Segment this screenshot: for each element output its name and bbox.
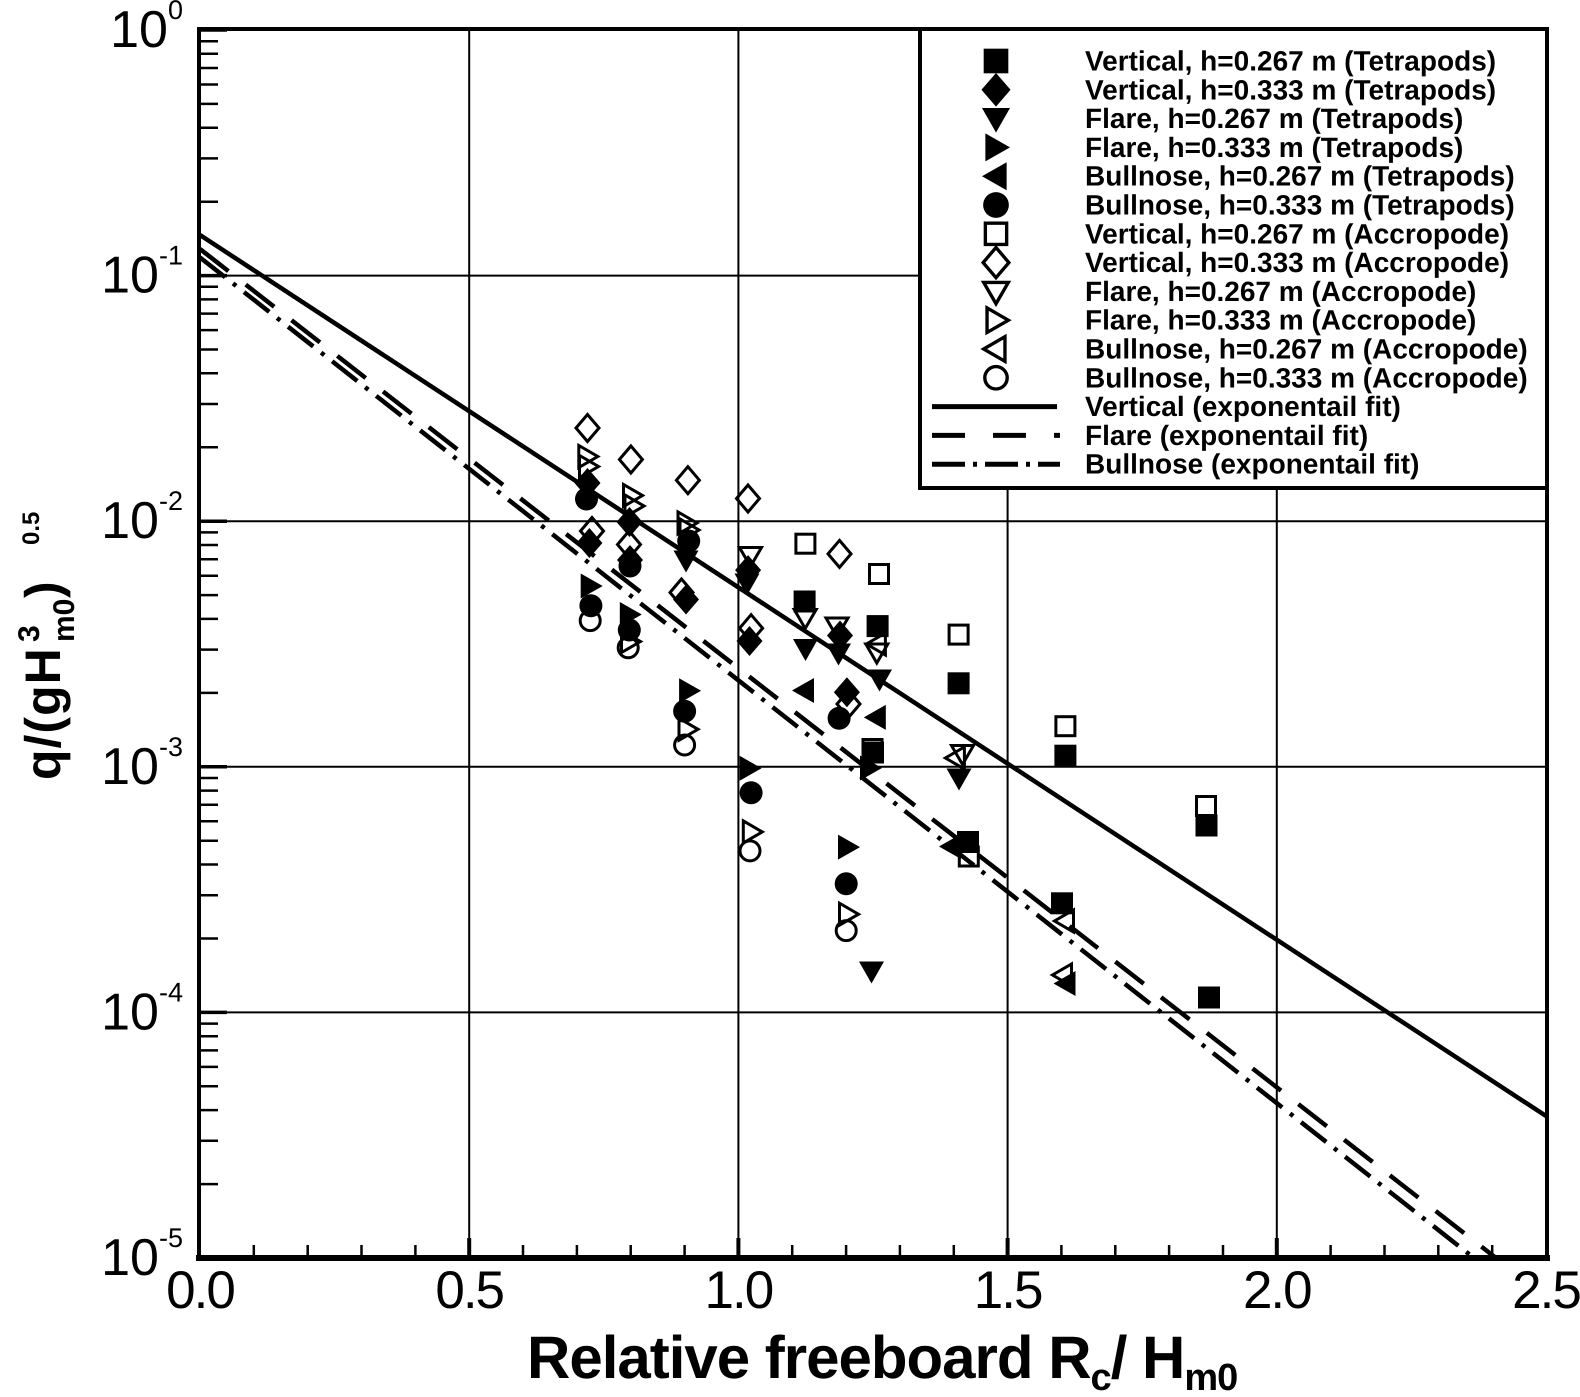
- svg-text:10-4: 10-4: [101, 977, 183, 1041]
- svg-text:1.0: 1.0: [705, 1261, 773, 1320]
- svg-text:Bullnose, h=0.267 m (Tetrapods: Bullnose, h=0.267 m (Tetrapods): [1085, 161, 1515, 192]
- svg-text:10-5: 10-5: [101, 1223, 183, 1287]
- svg-text:m0: m0: [48, 599, 81, 642]
- svg-text:Vertical, h=0.267 m (Tetrapods: Vertical, h=0.267 m (Tetrapods): [1085, 46, 1496, 77]
- svg-text:0.5: 0.5: [435, 1261, 503, 1320]
- svg-text:Flare, h=0.267 m (Tetrapods): Flare, h=0.267 m (Tetrapods): [1085, 103, 1463, 134]
- svg-text:Flare, h=0.333 m (Tetrapods): Flare, h=0.333 m (Tetrapods): [1085, 132, 1463, 163]
- svg-text:Flare, h=0.267 m (Accropode): Flare, h=0.267 m (Accropode): [1085, 276, 1476, 307]
- svg-text:Vertical, h=0.267 m (Accropode: Vertical, h=0.267 m (Accropode): [1085, 218, 1509, 249]
- svg-text:10-2: 10-2: [101, 486, 183, 550]
- svg-text:Vertical (exponentail fit): Vertical (exponentail fit): [1085, 391, 1401, 422]
- svg-text:Bullnose (exponentail fit): Bullnose (exponentail fit): [1085, 449, 1419, 480]
- svg-text:2.0: 2.0: [1243, 1261, 1311, 1320]
- svg-text:Bullnose, h=0.333 m (Accropode: Bullnose, h=0.333 m (Accropode): [1085, 362, 1528, 393]
- svg-text:10-3: 10-3: [101, 732, 183, 796]
- svg-text:q/(gH: q/(gH: [15, 647, 71, 780]
- svg-text:): ): [15, 581, 71, 598]
- svg-text:Vertical, h=0.333 m (Accropode: Vertical, h=0.333 m (Accropode): [1085, 247, 1509, 278]
- svg-text:1.5: 1.5: [974, 1261, 1042, 1320]
- svg-text:Flare, h=0.333 m (Accropode): Flare, h=0.333 m (Accropode): [1085, 305, 1476, 336]
- svg-text:2.5: 2.5: [1512, 1261, 1580, 1320]
- svg-text:Bullnose, h=0.333 m (Tetrapods: Bullnose, h=0.333 m (Tetrapods): [1085, 190, 1515, 221]
- svg-text:0.5: 0.5: [18, 512, 45, 545]
- svg-text:3: 3: [13, 625, 46, 642]
- svg-text:Bullnose, h=0.267 m (Accropode: Bullnose, h=0.267 m (Accropode): [1085, 334, 1528, 365]
- svg-text:0.0: 0.0: [166, 1261, 234, 1320]
- svg-text:Vertical, h=0.333 m (Tetrapods: Vertical, h=0.333 m (Tetrapods): [1085, 74, 1496, 105]
- svg-text:Relative freeboard Rc/ Hm0: Relative freeboard Rc/ Hm0: [527, 1324, 1237, 1397]
- svg-text:Flare (exponentail fit): Flare (exponentail fit): [1085, 420, 1368, 451]
- svg-text:100: 100: [110, 0, 183, 59]
- svg-text:10-1: 10-1: [101, 241, 183, 305]
